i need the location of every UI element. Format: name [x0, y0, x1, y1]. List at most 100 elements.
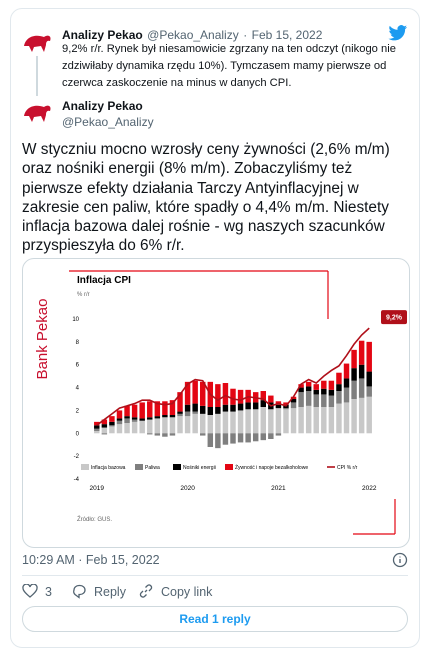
like-count[interactable]: 3	[45, 585, 52, 599]
chart: Bank Pekao Inflacja CPI % r/r Źródło: GU…	[34, 270, 407, 535]
y-tick-label: 8	[76, 340, 80, 346]
bar	[139, 420, 145, 434]
y-tick-label: 6	[76, 363, 80, 369]
frame-decoration	[69, 270, 396, 535]
date[interactable]: Feb 15, 2022	[251, 28, 323, 42]
bar	[366, 396, 372, 434]
bar	[109, 426, 115, 434]
bar	[336, 372, 342, 385]
info-icon[interactable]	[392, 552, 408, 568]
bar	[139, 418, 145, 421]
reply-button[interactable]: Reply	[94, 585, 126, 599]
legend-label: Paliwa	[145, 465, 160, 471]
bar	[147, 417, 153, 420]
legend-label: Inflacja bazowa	[91, 465, 126, 471]
bar	[366, 341, 372, 372]
bar	[94, 425, 100, 429]
bar	[260, 407, 266, 434]
bar	[336, 384, 342, 391]
bar	[162, 415, 168, 418]
bar	[275, 408, 282, 434]
author-handle[interactable]: @Pekao_Analizy	[62, 115, 154, 129]
y-tick-label: 0	[76, 431, 80, 437]
avatar[interactable]	[20, 98, 54, 128]
bar	[154, 418, 161, 434]
bar	[351, 399, 357, 434]
bar	[343, 402, 350, 434]
x-tick-label: 2021	[271, 485, 286, 492]
reply-icon[interactable]	[71, 583, 87, 599]
bar	[358, 364, 365, 379]
bar	[192, 403, 198, 412]
bar	[222, 433, 229, 445]
legend-swatch	[81, 464, 89, 470]
bar	[222, 404, 229, 412]
bar	[200, 405, 206, 414]
author-name[interactable]: Analizy Pekao	[62, 99, 143, 113]
author-name[interactable]: Analizy Pekao	[62, 28, 143, 42]
bar	[222, 383, 229, 405]
x-tick-label: 2020	[180, 485, 195, 492]
bar	[328, 407, 335, 434]
brand: Bank Pekao	[34, 299, 51, 380]
x-tick-label: 2022	[362, 485, 377, 492]
bar	[124, 405, 130, 417]
bar	[116, 418, 123, 421]
chart-title: Inflacja CPI	[77, 275, 131, 286]
bar	[336, 403, 342, 434]
bar	[139, 402, 145, 419]
bar	[177, 416, 183, 434]
x-tick-label: 2019	[90, 485, 105, 492]
bar	[207, 407, 214, 415]
bar	[268, 395, 274, 403]
legend-label: Nośniki energii	[183, 465, 216, 471]
bar	[313, 384, 319, 390]
bar	[101, 427, 108, 434]
bar	[230, 411, 236, 434]
bar	[245, 409, 251, 434]
legend-swatch	[225, 464, 233, 470]
twitter-logo[interactable]	[388, 24, 408, 42]
avatar[interactable]	[20, 28, 54, 58]
parent-text: 9,2% r/r. Rynek był niesamowicie zgrzany…	[62, 43, 396, 89]
bar	[268, 409, 274, 434]
bar	[237, 389, 244, 404]
y-tick-label: -2	[74, 454, 80, 460]
bar	[343, 363, 350, 379]
author-handle[interactable]: @Pekao_Analizy	[147, 28, 239, 42]
bar	[237, 403, 244, 411]
read-replies-button[interactable]: Read 1 reply	[22, 606, 408, 632]
bar	[207, 415, 214, 434]
bar	[192, 380, 198, 404]
bar	[230, 433, 236, 444]
link-icon[interactable]	[138, 583, 154, 599]
bar	[200, 433, 206, 436]
bar	[237, 433, 244, 443]
bar	[305, 391, 312, 406]
bar	[147, 401, 153, 418]
y-tick-label: 2	[76, 408, 80, 414]
bar	[109, 416, 115, 422]
bar	[184, 411, 191, 417]
bar	[131, 417, 138, 420]
bar	[116, 420, 123, 425]
y-tick-label: 4	[76, 386, 80, 392]
copy-link-button[interactable]: Copy link	[161, 585, 213, 599]
bar	[313, 394, 319, 407]
value-label: 9,2%	[386, 315, 403, 322]
bar	[116, 424, 123, 434]
legend-label: CPI % r/r	[337, 465, 358, 471]
like-icon[interactable]	[22, 584, 38, 598]
line	[96, 327, 370, 426]
source: Źródło: GUS.	[77, 516, 112, 523]
bar	[343, 378, 350, 388]
bar	[154, 416, 161, 419]
legend-swatch	[135, 464, 143, 470]
bar	[124, 423, 130, 434]
tweet-image[interactable]: Bank Pekao Inflacja CPI % r/r Źródło: GU…	[22, 258, 410, 548]
bar	[162, 401, 168, 415]
timestamp[interactable]: 10:29 AM · Feb 15, 2022	[22, 553, 160, 567]
unit-label: % r/r	[77, 292, 90, 298]
bar	[169, 417, 176, 434]
